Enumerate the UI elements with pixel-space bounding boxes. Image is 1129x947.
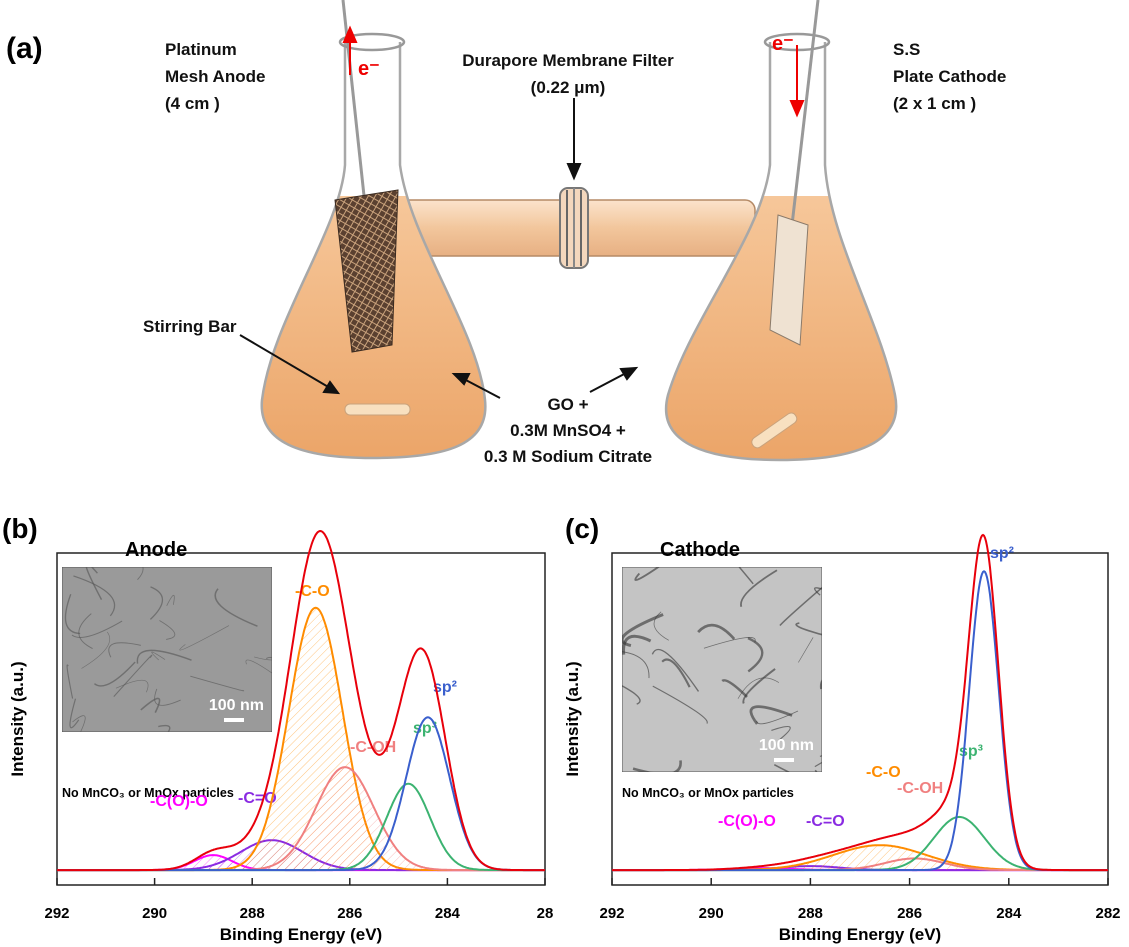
- anode-label: (4 cm ): [165, 94, 220, 113]
- cathode-label: S.S: [893, 40, 920, 59]
- filter-label: Durapore Membrane Filter: [462, 51, 674, 70]
- solution-label: 0.3 M Sodium Citrate: [484, 447, 652, 466]
- panel-label: (b): [2, 513, 38, 544]
- cathode-label: Plate Cathode: [893, 67, 1006, 86]
- x-axis-label: Binding Energy (eV): [779, 925, 941, 944]
- filter-label: (0.22 μm): [531, 78, 606, 97]
- x-tick-label: 288: [240, 905, 265, 922]
- membrane: [560, 188, 588, 268]
- x-axis-label: Binding Energy (eV): [220, 925, 382, 944]
- panel-label: (a): [6, 32, 43, 65]
- x-tick-label: 292: [44, 905, 69, 922]
- electron-label: e⁻: [772, 33, 794, 55]
- cathode-label: (2 x 1 cm ): [893, 94, 976, 113]
- x-tick-label: 284: [996, 905, 1022, 922]
- chart-title: Anode: [125, 539, 187, 561]
- component-fill: [612, 845, 1108, 870]
- inset-caption: No MnCO₃ or MnOx particles: [62, 786, 234, 800]
- x-tick-label: 282: [1095, 905, 1120, 922]
- scale-bar-label: 100 nm: [209, 697, 264, 714]
- peak-label: -C(O)-O: [150, 793, 208, 810]
- x-tick-label: 292: [599, 905, 624, 922]
- y-axis-label: Intensity (a.u.): [563, 661, 582, 776]
- x-tick-label: 28: [537, 905, 554, 922]
- panel-label: (c): [565, 513, 599, 544]
- inset-caption: No MnCO₃ or MnOx particles: [622, 786, 794, 800]
- scale-bar-label: 100 nm: [759, 737, 814, 754]
- peak-label: -C-O: [866, 764, 901, 781]
- anode-label: Mesh Anode: [165, 67, 265, 86]
- x-tick-label: 290: [142, 905, 167, 922]
- inset-image: [589, 543, 870, 784]
- x-tick-label: 284: [435, 905, 461, 922]
- x-tick-label: 286: [337, 905, 362, 922]
- x-tick-label: 286: [897, 905, 922, 922]
- electron-label: e⁻: [358, 58, 380, 80]
- stirring-bar: [345, 404, 410, 415]
- anode-label: Platinum: [165, 40, 237, 59]
- peak-label: -C(O)-O: [718, 813, 776, 830]
- anode-wire: [343, 0, 365, 205]
- x-tick-label: 288: [798, 905, 823, 922]
- stirring-bar-label: Stirring Bar: [143, 317, 237, 336]
- inset-image: [62, 555, 294, 759]
- inset-texture: [821, 670, 870, 689]
- solution-label: GO +: [547, 395, 588, 414]
- peak-label: -C-OH: [897, 780, 943, 797]
- solution-label: 0.3M MnSO4 +: [510, 421, 626, 440]
- figure: (a) Platinum Mesh Anode (4 cm ) Durapore…: [0, 0, 1129, 947]
- x-tick-label: 290: [699, 905, 724, 922]
- y-axis-label: Intensity (a.u.): [8, 661, 27, 776]
- peak-label: sp²: [990, 545, 1014, 562]
- peak-label: -C=O: [806, 813, 845, 830]
- chart-title: Cathode: [660, 539, 740, 561]
